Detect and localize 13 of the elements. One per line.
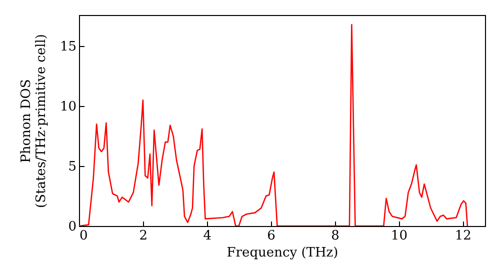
x-tick-label: 0 <box>80 228 88 244</box>
line-series <box>79 24 468 226</box>
x-tick-label: 4 <box>203 228 212 244</box>
y-tick-label: 15 <box>60 40 76 55</box>
x-tick-label: 8 <box>331 228 340 244</box>
x-tick-label: 2 <box>139 228 148 244</box>
x-tick-label: 12 <box>454 228 472 244</box>
x-tick-label: 6 <box>267 228 276 244</box>
y-tick-label: 10 <box>60 100 76 115</box>
y-axis-title: Phonon DOS (States/THz·primitive cell) <box>18 34 49 208</box>
x-axis-title: Frequency (THz) <box>226 246 338 260</box>
y-tick-label: 5 <box>68 160 76 175</box>
x-tick-label: 10 <box>390 228 408 244</box>
